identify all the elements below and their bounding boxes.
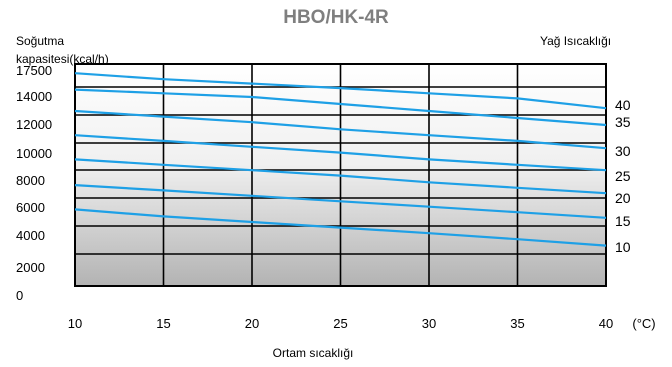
y-tick-label: 10000	[16, 146, 52, 161]
y-tick-label: 12000	[16, 117, 52, 132]
series-line-15	[74, 184, 607, 219]
x-tick-label: 35	[510, 316, 524, 331]
y-axis-label-line2: kapasitesi(kcal/h)	[16, 52, 109, 66]
series-line-10	[74, 208, 607, 247]
y-axis-ticks: 17500 14000 12000 10000 8000 6000 4000 2000 0	[16, 63, 52, 303]
y-tick-label: 8000	[16, 173, 45, 188]
series-line-40	[74, 72, 607, 110]
x-tick-label: 15	[156, 316, 170, 331]
y-tick-label: 17500	[16, 63, 52, 78]
y-tick-label: 0	[16, 288, 23, 303]
series-label-40: 40	[615, 97, 631, 113]
series-label-20: 20	[615, 190, 631, 206]
right-axis-label: Yağ Isıcaklığı	[540, 34, 611, 48]
y-tick-label: 14000	[16, 89, 52, 104]
chart-title: HBO/HK-4R	[283, 7, 389, 28]
y-axis-label-line1: Soğutma	[16, 34, 64, 48]
x-tick-label: 20	[245, 316, 259, 331]
series-line-30	[74, 109, 607, 150]
x-tick-label: 25	[333, 316, 347, 331]
series-label-35: 35	[615, 114, 631, 130]
x-axis-label: Ortam sıcaklığı	[273, 346, 354, 360]
series-line-35	[74, 88, 607, 127]
series-label-10: 10	[615, 239, 631, 255]
series-label-30: 30	[615, 143, 631, 159]
y-tick-label: 2000	[16, 260, 45, 275]
series-line-20	[74, 158, 607, 195]
x-axis-unit: (°C)	[632, 316, 655, 331]
series-label-25: 25	[615, 168, 631, 184]
x-tick-label: 40	[599, 316, 613, 331]
series-line-25	[74, 134, 607, 172]
x-tick-label: 30	[422, 316, 436, 331]
plot-frame	[74, 63, 607, 287]
y-tick-label: 6000	[16, 200, 45, 215]
series-lines	[74, 72, 607, 247]
x-tick-label: 10	[68, 316, 82, 331]
y-tick-label: 4000	[16, 228, 45, 243]
series-label-15: 15	[615, 213, 631, 229]
x-axis-ticks: 10 15 20 25 30 35 40	[68, 316, 613, 331]
